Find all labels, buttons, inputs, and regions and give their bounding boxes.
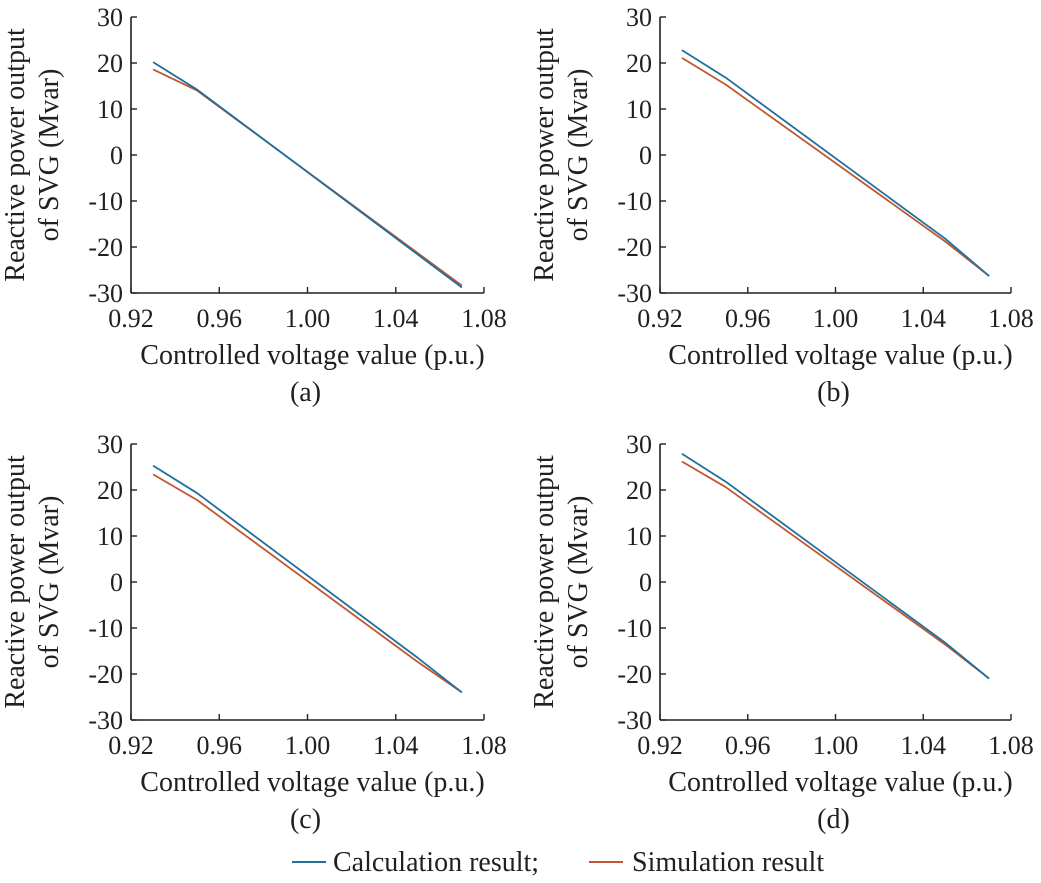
- x-tick-label: 0.92: [637, 304, 683, 333]
- y-tick-label: -30: [88, 706, 123, 735]
- y-tick-label: 0: [110, 141, 123, 170]
- y-tick-label: 20: [97, 476, 123, 505]
- x-tick-label: 0.96: [197, 731, 243, 760]
- legend-label-calculation: Calculation result;: [333, 847, 539, 878]
- x-tick-label: 1.04: [373, 731, 419, 760]
- y-tick-label: -10: [617, 614, 652, 643]
- x-tick-label: 1.00: [285, 304, 331, 333]
- y-tick-label: -20: [88, 660, 123, 689]
- series-line-calculation: [681, 452, 990, 680]
- y-tick-label: 20: [97, 49, 123, 78]
- legend: Calculation result; Simulation result: [292, 847, 824, 878]
- y-axis-title-line-1: Reactive power output: [0, 455, 31, 709]
- panel-label: (a): [290, 377, 321, 408]
- y-tick-label: 30: [97, 3, 123, 32]
- y-tick-label: 10: [97, 522, 123, 551]
- panel-label: (d): [817, 804, 850, 835]
- y-axis-title-line-1: Reactive power output: [0, 28, 31, 282]
- x-tick-label: 0.92: [637, 731, 683, 760]
- y-tick-label: 0: [639, 568, 652, 597]
- y-tick-label: 30: [626, 3, 652, 32]
- series-line-calculation: [152, 61, 463, 289]
- y-tick-label: 0: [639, 141, 652, 170]
- y-tick-label: -30: [88, 279, 123, 308]
- y-tick-label: -30: [617, 706, 652, 735]
- y-axis-title-line-2: of SVG (Mvar): [34, 496, 65, 669]
- y-tick-label: 20: [626, 476, 652, 505]
- x-tick-label: 0.96: [725, 731, 771, 760]
- chart-panel-d: 30 20 10 0 -10 -20 -300.92 0.96 1.00 1.04 1.08 Cont…: [529, 430, 1034, 835]
- x-axis-title: Controlled voltage value (p.u.): [140, 340, 484, 371]
- y-tick-label: -20: [617, 660, 652, 689]
- panel-label: (c): [290, 804, 321, 835]
- x-tick-label: 1.04: [373, 304, 419, 333]
- series-line-simulation: [681, 460, 990, 680]
- x-axis-title: Controlled voltage value (p.u.): [140, 767, 484, 798]
- y-tick-label: -10: [617, 187, 652, 216]
- x-tick-label: 1.08: [461, 731, 507, 760]
- y-tick-label: -10: [88, 187, 123, 216]
- x-tick-label: 1.08: [461, 304, 507, 333]
- series-line-simulation: [681, 57, 990, 277]
- x-tick-label: 1.08: [988, 304, 1034, 333]
- x-tick-label: 1.00: [813, 304, 859, 333]
- x-tick-label: 1.08: [988, 731, 1034, 760]
- y-tick-label: 0: [110, 568, 123, 597]
- y-tick-label: 30: [97, 430, 123, 459]
- legend-label-simulation: Simulation result: [632, 847, 824, 878]
- y-axis-title-line-1: Reactive power output: [529, 455, 560, 709]
- y-tick-label: 20: [626, 49, 652, 78]
- x-tick-label: 0.96: [197, 304, 243, 333]
- x-tick-label: 0.92: [108, 731, 154, 760]
- chart-panel-b: 30 20 10 0 -10 -20 -300.92 0.96 1.00 1.04 1.08 Cont…: [529, 3, 1034, 408]
- y-tick-label: -20: [88, 233, 123, 262]
- series-line-simulation: [152, 473, 463, 694]
- chart-panel-a: 30 20 10 0 -10 -20 -300.92 0.96 1.00 1.04 1.08 Cont…: [0, 3, 507, 408]
- x-tick-label: 1.04: [901, 304, 947, 333]
- y-axis-title-line-2: of SVG (Mvar): [563, 496, 594, 669]
- y-tick-label: -20: [617, 233, 652, 262]
- y-tick-label: 10: [626, 522, 652, 551]
- x-tick-label: 0.92: [108, 304, 154, 333]
- series-line-calculation: [152, 464, 463, 694]
- x-axis-title: Controlled voltage value (p.u.): [668, 767, 1012, 798]
- chart-panel-c: 30 20 10 0 -10 -20 -300.92 0.96 1.00 1.04 1.08 Cont…: [0, 430, 507, 835]
- y-tick-label: 30: [626, 430, 652, 459]
- y-tick-label: 10: [626, 95, 652, 124]
- x-tick-label: 0.96: [725, 304, 771, 333]
- series-line-calculation: [681, 49, 990, 277]
- y-axis-title-line-2: of SVG (Mvar): [34, 69, 65, 242]
- y-axis-title-line-2: of SVG (Mvar): [563, 69, 594, 242]
- x-tick-label: 1.00: [813, 731, 859, 760]
- y-axis-title-line-1: Reactive power output: [529, 28, 560, 282]
- y-tick-label: 10: [97, 95, 123, 124]
- x-axis-title: Controlled voltage value (p.u.): [668, 340, 1012, 371]
- x-tick-label: 1.04: [901, 731, 947, 760]
- panel-label: (b): [817, 377, 850, 408]
- y-tick-label: -30: [617, 279, 652, 308]
- x-tick-label: 1.00: [285, 731, 331, 760]
- y-tick-label: -10: [88, 614, 123, 643]
